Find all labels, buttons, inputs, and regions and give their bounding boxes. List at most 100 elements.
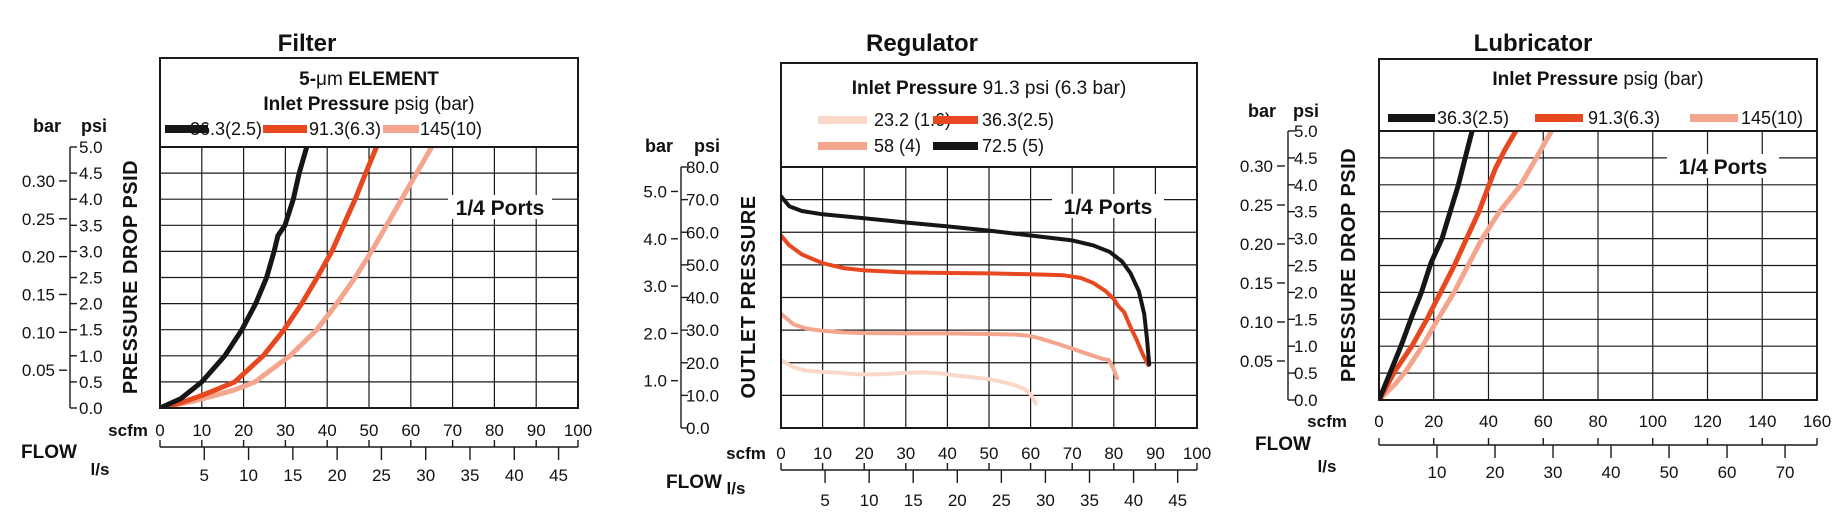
psi-tick-label: 0.0 [79, 399, 103, 418]
ls-tick-label: 10 [860, 491, 879, 510]
scfm-tick-label: 100 [1183, 444, 1211, 463]
ls-tick-label: 20 [328, 466, 347, 485]
scfm-tick-label: 20 [234, 421, 253, 440]
legend-swatch-orange [933, 116, 978, 124]
legend-box [159, 57, 579, 148]
bar-tick-label: 4.0 [643, 230, 667, 249]
legend-label: 145(10) [420, 119, 482, 139]
scfm-tick-label: 70 [443, 421, 462, 440]
psi-tick-label: 0.5 [1294, 364, 1318, 383]
ls-tick-label: 20 [948, 491, 967, 510]
bar-tick-label: 0.15 [22, 285, 55, 304]
ports-label: 1/4 Ports [456, 197, 545, 220]
y-axis-title: PRESSURE DROP PSID [1338, 148, 1360, 382]
psi-tick-label: 20.0 [686, 354, 719, 373]
scfm-tick-label: 90 [527, 421, 546, 440]
psi-tick-label: 0.0 [686, 419, 710, 438]
legend-label: 145(10) [1741, 108, 1803, 128]
scfm-tick-label: 60 [1534, 412, 1553, 431]
psi-tick-label: 3.0 [79, 242, 103, 261]
psi-tick-label: 4.5 [79, 164, 103, 183]
bar-tick-label: 2.0 [643, 324, 667, 343]
psi-tick-label: 70.0 [686, 191, 719, 210]
ls-tick-label: 25 [992, 491, 1011, 510]
ls-tick-label: 45 [549, 466, 568, 485]
ls-tick-label: 30 [416, 466, 435, 485]
legend-header-line: Inlet Pressure 91.3 psi (6.3 bar) [852, 78, 1127, 99]
scfm-tick-label: 10 [813, 444, 832, 463]
bar-tick-label: 5.0 [643, 182, 667, 201]
scfm-tick-label: 40 [1479, 412, 1498, 431]
chart-regulator: Regulator 1/4 Ports Inlet Pressure 91.3 ps… [643, 30, 1211, 510]
legend-swatch-black [933, 142, 978, 150]
legend-label: 58 (4) [874, 136, 921, 156]
legend-label: 91.3(6.3) [1588, 108, 1660, 128]
scfm-tick-label: 0 [155, 421, 164, 440]
y-unit-psi: psi [1293, 101, 1319, 121]
scfm-tick-label: 0 [1374, 412, 1383, 431]
plot-grid [160, 147, 578, 408]
x-axis-title: FLOW [666, 472, 722, 493]
psi-tick-label: 0.0 [1294, 391, 1318, 410]
legend-header-line: 5-μm ELEMENT [299, 69, 439, 90]
bar-tick-label: 0.20 [1240, 235, 1273, 254]
x-axis-title: FLOW [1255, 434, 1311, 455]
legend-header-line: Inlet Pressure psig (bar) [1492, 69, 1703, 90]
scfm-tick-label: 50 [360, 421, 379, 440]
psi-axis [680, 166, 688, 429]
scfm-tick-label: 70 [1063, 444, 1082, 463]
bar-tick-label: 0.10 [1240, 313, 1273, 332]
legend-label: 23.2 (1.6) [874, 110, 951, 130]
psi-tick-label: 4.0 [1294, 176, 1318, 195]
psi-tick-label: 1.5 [1294, 310, 1318, 329]
y-unit-bar: bar [33, 116, 61, 136]
bar-tick-label: 0.25 [1240, 196, 1273, 215]
scfm-tick-label: 100 [564, 421, 592, 440]
ls-tick-label: 70 [1776, 463, 1795, 482]
legend-label: 36.3(2.5) [982, 110, 1054, 130]
scfm-tick-label: 80 [1589, 412, 1608, 431]
psi-tick-label: 5.0 [1294, 122, 1318, 141]
legend-swatch-orange [263, 125, 307, 133]
psi-tick-label: 10.0 [686, 386, 719, 405]
y-axis-title: PRESSURE DROP PSID [120, 160, 142, 394]
legend-swatch-black [165, 125, 208, 133]
scfm-tick-label: 30 [276, 421, 295, 440]
psi-tick-label: 80.0 [686, 158, 719, 177]
legend-swatch-salmon [383, 125, 419, 133]
psi-axis [1287, 130, 1295, 401]
legend-label: 36.3(2.5) [1437, 108, 1509, 128]
ports-label-bg [448, 195, 552, 219]
legend-label: 36.3(2.5) [190, 119, 262, 139]
ls-tick-label: 40 [1602, 463, 1621, 482]
legend-swatch-orange [1535, 114, 1583, 122]
psi-tick-label: 1.0 [1294, 337, 1318, 356]
series-curve-23.21.6 [781, 358, 1038, 406]
scfm-tick-label: 140 [1748, 412, 1776, 431]
legend-header-line: Inlet Pressure psig (bar) [263, 94, 474, 115]
psi-tick-label: 30.0 [686, 321, 719, 340]
chart-title: Regulator [866, 30, 978, 57]
ls-tick-label: 5 [200, 466, 209, 485]
psi-tick-label: 1.5 [79, 321, 103, 340]
ls-tick-label: 35 [1080, 491, 1099, 510]
y-axis-title: OUTLET PRESSURE [738, 195, 760, 398]
scfm-tick-label: 60 [1021, 444, 1040, 463]
bar-tick-label: 0.30 [22, 172, 55, 191]
ls-tick-label: 10 [239, 466, 258, 485]
scfm-tick-label: 40 [318, 421, 337, 440]
legend-swatch-salmon [1690, 114, 1738, 122]
x-axis-title: FLOW [21, 442, 77, 463]
psi-tick-label: 3.5 [1294, 203, 1318, 222]
psi-tick-label: 60.0 [686, 223, 719, 242]
series-curve-72.55 [781, 194, 1152, 367]
scfm-tick-label: 20 [1424, 412, 1443, 431]
y-unit-psi: psi [81, 116, 107, 136]
plot-grid [781, 167, 1197, 428]
y-unit-bar: bar [645, 136, 673, 156]
y-unit-psi: psi [694, 136, 720, 156]
legend-label: 72.5 (5) [982, 136, 1044, 156]
legend-label: 91.3(6.3) [309, 119, 381, 139]
scfm-tick-label: 20 [855, 444, 874, 463]
psi-tick-label: 2.0 [1294, 283, 1318, 302]
